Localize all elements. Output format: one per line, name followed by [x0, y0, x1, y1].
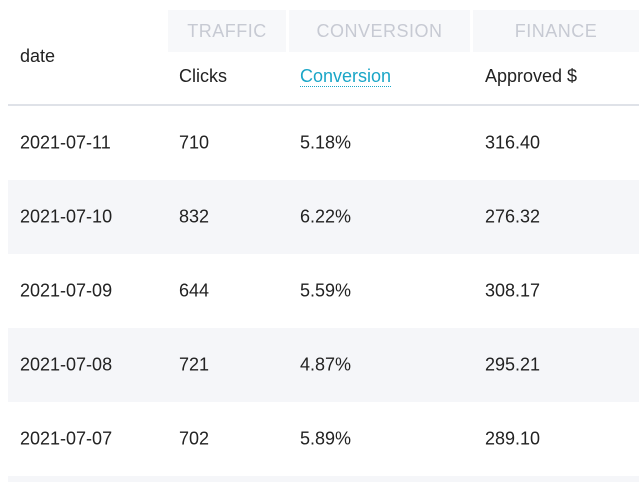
cell-clicks: 832 — [179, 206, 210, 227]
cell-date: 2021-07-09 — [20, 280, 113, 301]
cell-clicks: 644 — [179, 280, 210, 301]
table-row: 2021-07-07 702 5.89% 289.10 — [8, 402, 639, 476]
cell-clicks: 721 — [179, 354, 210, 375]
cell-conversion: 6.22% — [300, 206, 352, 227]
group-conversion: CONVERSION — [289, 10, 470, 52]
cell-clicks: 710 — [179, 132, 210, 153]
cell-conversion: 5.18% — [300, 132, 352, 153]
table-row: 2021-07-11 710 5.18% 316.40 — [8, 106, 639, 180]
cell-approved: 308.17 — [485, 280, 541, 301]
column-header-clicks[interactable]: Clicks — [179, 66, 227, 86]
cell-date: 2021-07-07 — [20, 428, 113, 449]
cell-conversion: 5.89% — [300, 428, 352, 449]
table-body: 2021-07-11 710 5.18% 316.40 2021-07-10 8… — [8, 106, 639, 482]
cell-conversion: 4.87% — [300, 354, 352, 375]
cell-approved: 276.32 — [485, 206, 541, 227]
column-header-conversion[interactable]: Conversion — [300, 66, 392, 87]
cell-clicks: 702 — [179, 428, 210, 449]
table-row-partial — [8, 476, 639, 482]
column-group-header: TRAFFIC CONVERSION FINANCE — [0, 0, 642, 52]
column-header-date[interactable]: date — [20, 46, 56, 66]
column-header-row: Clicks Conversion Approved $ — [8, 52, 639, 106]
cell-conversion: 5.59% — [300, 280, 352, 301]
cell-date: 2021-07-11 — [20, 132, 111, 153]
column-header-approved[interactable]: Approved $ — [485, 66, 578, 86]
cell-date: 2021-07-08 — [20, 354, 113, 375]
group-finance: FINANCE — [473, 10, 639, 52]
table-row: 2021-07-09 644 5.59% 308.17 — [8, 254, 639, 328]
cell-approved: 289.10 — [485, 428, 541, 449]
group-traffic: TRAFFIC — [168, 10, 286, 52]
cell-approved: 316.40 — [485, 132, 541, 153]
table-row: 2021-07-08 721 4.87% 295.21 — [8, 328, 639, 402]
table-row: 2021-07-10 832 6.22% 276.32 — [8, 180, 639, 254]
cell-date: 2021-07-10 — [20, 206, 113, 227]
cell-approved: 295.21 — [485, 354, 541, 375]
